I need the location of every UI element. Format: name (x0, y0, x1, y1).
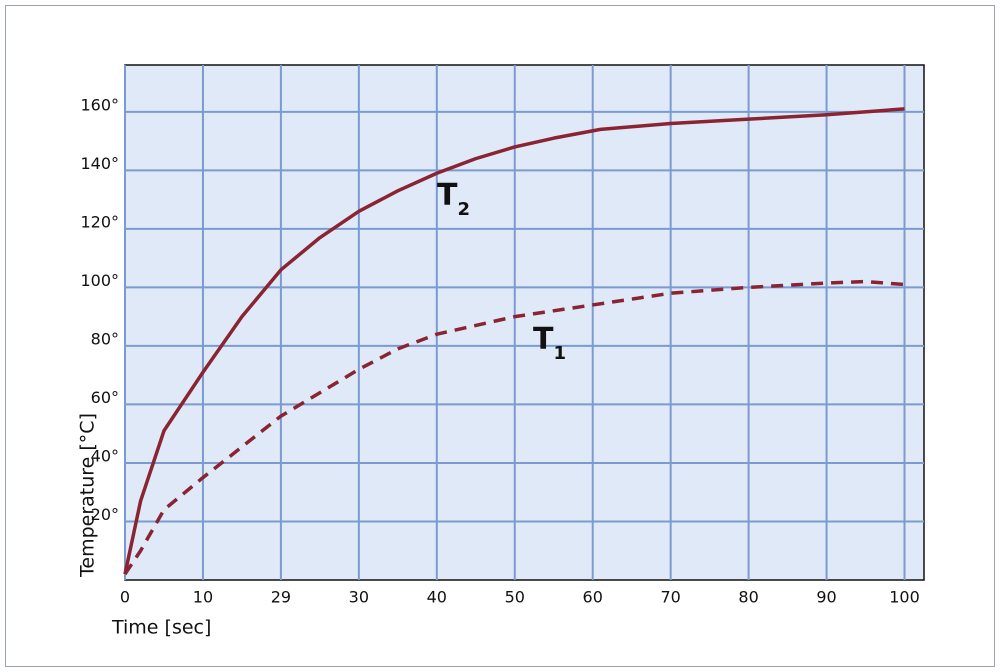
y-tick-label: 60° (91, 388, 119, 407)
y-tick-label: 100° (80, 271, 119, 290)
plot-area (124, 64, 925, 581)
y-tick-label: 140° (80, 154, 119, 173)
x-tick-label: 60 (583, 588, 603, 607)
x-tick-label: 30 (349, 588, 369, 607)
x-tick-label: 80 (738, 588, 758, 607)
y-tick-label: 40° (91, 446, 119, 465)
x-tick-label: 90 (816, 588, 836, 607)
x-tick-label: 100 (889, 588, 920, 607)
x-tick-label: 29 (271, 588, 291, 607)
data-line (123, 107, 905, 575)
x-tick-label: 0 (120, 588, 130, 607)
x-tick-label: 10 (193, 588, 213, 607)
data-line (123, 279, 905, 576)
y-tick-label: 160° (80, 95, 119, 114)
x-axis-label: Time [sec] (111, 617, 211, 639)
annotation: T1 (533, 322, 566, 365)
y-tick-label: 120° (80, 212, 119, 231)
x-tick-label: 70 (660, 588, 680, 607)
x-tick-label: 50 (505, 588, 525, 607)
y-tick-label: 80° (91, 329, 119, 348)
y-axis-label: Temperature [°C] (77, 413, 99, 578)
x-tick-label: 40 (427, 588, 447, 607)
annotation: T2 (437, 178, 470, 221)
y-tick-label: 20° (91, 505, 119, 524)
